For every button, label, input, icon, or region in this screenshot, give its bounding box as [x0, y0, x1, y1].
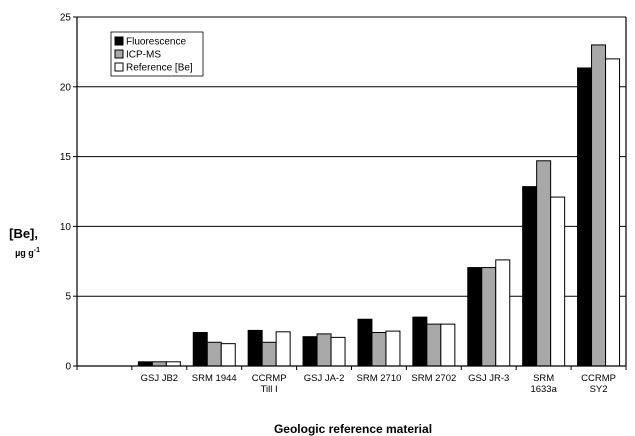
bar-icp-ms — [591, 44, 607, 367]
x-tick-label-line: SRM 1944 — [192, 373, 237, 384]
y-tick-labels: 0 5 10 15 20 25 — [60, 13, 72, 373]
x-axis-label: Geologic reference material — [274, 422, 432, 436]
bar-icp-ms — [261, 341, 277, 367]
y-tick-label: 0 — [65, 362, 71, 373]
x-tick-label: GSJ JR-3 — [468, 373, 509, 384]
legend-label: Reference [Be] — [126, 63, 193, 74]
x-tick-label-line: GSJ JR-3 — [468, 373, 509, 384]
bar-icp-ms — [151, 361, 167, 367]
x-tick-label: SRM 2702 — [411, 373, 456, 384]
y-axis-unit: µg g-1 — [15, 247, 40, 258]
y-axis-unit-exponent: -1 — [34, 247, 40, 254]
axes — [76, 17, 627, 370]
x-tick-label-line: SY2 — [590, 384, 608, 395]
x-tick-label-line: GSJ JA-2 — [304, 373, 345, 384]
y-axis-unit-base: µg g — [15, 248, 34, 258]
bar-icp-ms — [536, 160, 552, 367]
bar-reference-be — [165, 361, 181, 367]
bar-fluorescence — [192, 331, 208, 367]
legend-label: Fluorescence — [126, 37, 186, 48]
x-tick-label: CCRMP Till I — [252, 373, 287, 395]
x-tick-label-line: Till I — [261, 384, 278, 395]
x-tick-label-line: CCRMP — [252, 373, 287, 384]
y-tick-label: 5 — [65, 292, 71, 303]
bar-reference-be — [220, 343, 236, 367]
x-tick-label-line: SRM 2702 — [411, 373, 456, 384]
bar-icp-ms — [316, 333, 332, 367]
bar-reference-be — [605, 58, 621, 367]
legend-swatch — [114, 36, 124, 46]
legend-label: ICP-MS — [126, 50, 161, 61]
bar-fluorescence — [522, 186, 538, 367]
bar-fluorescence — [577, 67, 593, 367]
y-axis-label: [Be], — [9, 226, 38, 241]
x-tick-label: GSJ JB2 — [141, 373, 179, 384]
x-tick-label: SRM 1944 — [192, 373, 237, 384]
y-tick-label: 10 — [60, 222, 72, 233]
bar-fluorescence — [357, 318, 373, 367]
x-tick-label-line: CCRMP — [581, 373, 616, 384]
x-tick-label-line: SRM — [533, 373, 554, 384]
legend-swatch — [114, 49, 124, 59]
bar-reference-be — [385, 330, 401, 367]
y-tick-label: 20 — [60, 82, 72, 93]
bar-fluorescence — [412, 316, 428, 367]
bar-fluorescence — [302, 336, 318, 367]
bar-fluorescence — [137, 361, 153, 367]
bar-reference-be — [275, 331, 291, 367]
bar-icp-ms — [481, 267, 497, 367]
legend-swatch — [114, 62, 124, 72]
x-tick-label: GSJ JA-2 — [304, 373, 345, 384]
legend-box — [110, 31, 204, 77]
bar-fluorescence — [247, 329, 263, 367]
bar-reference-be — [550, 196, 566, 367]
x-tick-label: SRM 2710 — [357, 373, 402, 384]
bar-icp-ms — [371, 331, 387, 367]
y-tick-label: 25 — [60, 13, 72, 24]
bar-reference-be — [330, 336, 346, 367]
x-tick-label-line: GSJ JB2 — [141, 373, 179, 384]
bar-icp-ms — [426, 323, 442, 367]
bar-reference-be — [495, 259, 511, 367]
bars — [137, 44, 621, 367]
y-tick-label: 15 — [60, 152, 72, 163]
bar-reference-be — [440, 323, 456, 367]
legend: Fluorescence ICP-MS Reference [Be] — [110, 31, 204, 77]
x-tick-label-line: 1633a — [530, 384, 557, 395]
bar-icp-ms — [206, 341, 222, 367]
x-tick-label: SRM 1633a — [530, 373, 557, 395]
bar-fluorescence — [467, 267, 483, 367]
x-tick-label-line: SRM 2710 — [357, 373, 402, 384]
x-tick-label: CCRMP SY2 — [581, 373, 616, 395]
